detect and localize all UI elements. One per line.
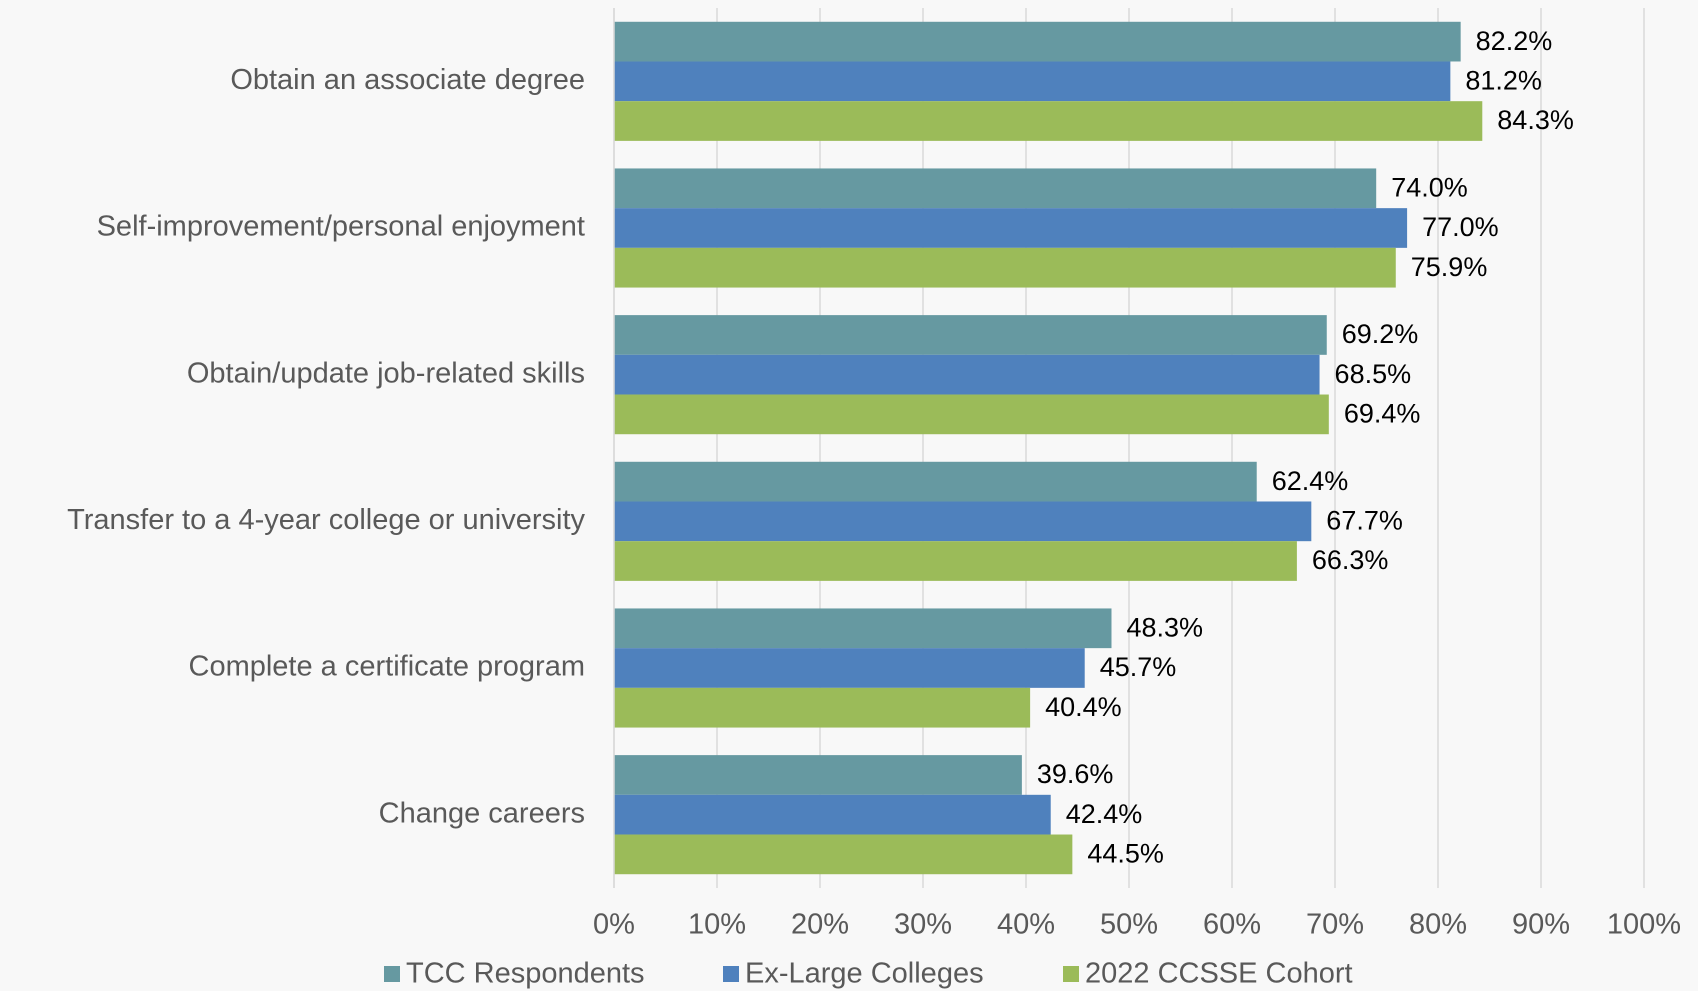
bar xyxy=(614,315,1327,355)
x-tick-label: 50% xyxy=(1100,909,1158,941)
bar xyxy=(614,501,1312,542)
bar xyxy=(614,21,1461,62)
bar xyxy=(614,834,1073,875)
value-label: 45.7% xyxy=(1100,652,1177,682)
bar xyxy=(614,101,1483,141)
value-label: 69.4% xyxy=(1344,398,1421,428)
value-label: 84.3% xyxy=(1497,105,1574,135)
value-label: 40.4% xyxy=(1045,692,1122,722)
bar xyxy=(614,247,1396,288)
legend-label: 2022 CCSSE Cohort xyxy=(1085,958,1353,990)
legend-swatch xyxy=(723,966,739,982)
bar xyxy=(614,394,1329,435)
x-tick-label: 0% xyxy=(593,909,635,941)
value-label: 81.2% xyxy=(1465,65,1542,95)
bar xyxy=(614,208,1408,248)
bar xyxy=(614,608,1112,649)
value-label: 44.5% xyxy=(1087,838,1164,868)
category-label: Obtain/update job-related skills xyxy=(187,357,585,389)
legend-swatch xyxy=(1063,966,1079,982)
value-label: 68.5% xyxy=(1335,359,1412,389)
category-label: Obtain an associate degree xyxy=(230,64,585,96)
x-tick-label: 10% xyxy=(688,909,746,941)
bar xyxy=(614,687,1031,728)
bar xyxy=(614,168,1377,209)
value-label: 74.0% xyxy=(1391,172,1468,202)
legend-label: Ex-Large Colleges xyxy=(745,958,984,990)
value-label: 66.3% xyxy=(1312,545,1389,575)
x-tick-label: 80% xyxy=(1409,909,1467,941)
bar xyxy=(614,61,1451,102)
category-label: Self-improvement/personal enjoyment xyxy=(97,211,585,243)
value-label: 69.2% xyxy=(1342,319,1419,349)
value-label: 42.4% xyxy=(1066,799,1143,829)
value-label: 75.9% xyxy=(1411,252,1488,282)
x-tick-label: 90% xyxy=(1512,909,1570,941)
value-label: 67.7% xyxy=(1326,505,1403,535)
value-label: 39.6% xyxy=(1037,759,1114,789)
x-tick-label: 30% xyxy=(894,909,952,941)
bar xyxy=(614,354,1320,395)
value-label: 62.4% xyxy=(1272,466,1349,496)
legend-label: TCC Respondents xyxy=(406,958,645,990)
x-tick-label: 100% xyxy=(1607,909,1681,941)
bar xyxy=(614,541,1297,581)
category-label: Complete a certificate program xyxy=(189,651,586,683)
value-label: 48.3% xyxy=(1126,612,1203,642)
bar xyxy=(614,794,1051,835)
x-tick-label: 20% xyxy=(791,909,849,941)
bar xyxy=(614,648,1085,688)
legend-swatch xyxy=(384,966,400,982)
x-tick-label: 60% xyxy=(1203,909,1261,941)
category-label: Transfer to a 4-year college or universi… xyxy=(67,504,585,536)
x-tick-label: 70% xyxy=(1306,909,1364,941)
category-label: Change careers xyxy=(379,797,585,829)
bar xyxy=(614,461,1257,502)
bar xyxy=(614,755,1022,795)
value-label: 77.0% xyxy=(1422,212,1499,242)
value-label: 82.2% xyxy=(1476,26,1553,56)
x-tick-label: 40% xyxy=(997,909,1055,941)
